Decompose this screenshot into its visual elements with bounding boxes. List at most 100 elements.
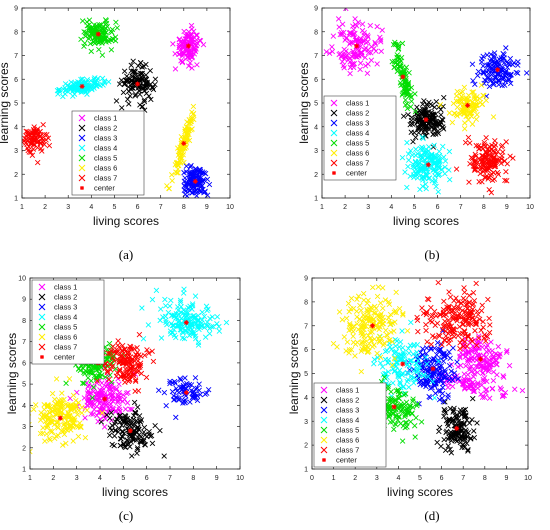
point-class-7: [446, 303, 452, 310]
point-class-3: [507, 55, 514, 62]
point-class-6: [70, 438, 76, 444]
point-class-4: [89, 86, 95, 93]
point-class-4: [397, 379, 403, 385]
point-class-2: [127, 443, 133, 450]
point-class-2: [130, 68, 137, 75]
point-class-2: [124, 96, 131, 102]
point-class-3: [439, 390, 446, 397]
point-class-5: [89, 30, 95, 37]
x-tick-label: 8: [191, 475, 195, 482]
point-class-4: [192, 293, 199, 299]
point-class-2: [134, 450, 140, 456]
point-class-5: [108, 47, 115, 53]
point-class-7: [453, 295, 459, 301]
x-tick-label: 10: [524, 475, 532, 482]
point-class-3: [435, 388, 442, 394]
y-tick-label: 9: [22, 297, 26, 304]
point-class-2: [141, 429, 147, 435]
point-class-2: [408, 129, 414, 135]
legend-label: class 2: [346, 109, 369, 118]
point-class-3: [474, 72, 481, 79]
point-class-2: [446, 430, 453, 437]
point-class-3: [441, 351, 447, 357]
point-class-3: [496, 78, 503, 84]
point-class-1: [124, 400, 131, 406]
point-class-6: [54, 423, 61, 430]
point-class-4: [436, 158, 443, 165]
legend-marker: [320, 436, 328, 444]
point-class-2: [417, 125, 423, 131]
point-class-2: [98, 419, 105, 425]
point-class-6: [350, 333, 356, 339]
point-class-4: [193, 321, 199, 327]
point-class-6: [347, 321, 353, 327]
point-class-4: [404, 139, 410, 146]
point-class-6: [46, 435, 53, 442]
point-class-3: [509, 61, 516, 68]
legend-label: class 5: [94, 154, 117, 163]
point-class-2: [124, 437, 130, 443]
point-class-5: [91, 373, 98, 379]
x-tick-label: 3: [375, 475, 379, 482]
point-class-1: [192, 48, 199, 55]
point-class-2: [410, 138, 416, 145]
point-class-4: [395, 370, 401, 376]
point-class-7: [437, 312, 444, 318]
point-class-6: [70, 424, 76, 430]
point-class-1: [176, 42, 183, 49]
point-class-7: [466, 299, 473, 305]
point-class-2: [152, 76, 159, 82]
point-class-7: [428, 304, 434, 311]
point-class-3: [423, 383, 429, 390]
point-class-6: [376, 339, 383, 345]
point-class-7: [110, 343, 116, 350]
point-class-3: [181, 384, 187, 390]
point-class-4: [195, 317, 201, 323]
point-class-7: [481, 139, 488, 146]
point-class-5: [104, 355, 110, 362]
point-class-7: [38, 145, 44, 152]
legend-marker: [38, 313, 46, 321]
point-class-4: [56, 86, 63, 93]
point-class-2: [441, 94, 447, 101]
point-class-6: [380, 317, 387, 324]
point-class-6: [350, 323, 357, 329]
point-class-4: [430, 157, 436, 164]
point-class-6: [177, 158, 183, 164]
point-class-1: [329, 44, 335, 50]
point-class-6: [437, 102, 444, 108]
point-class-6: [345, 300, 352, 307]
point-class-4: [173, 315, 179, 321]
center-marker: [135, 81, 141, 87]
point-class-2: [470, 395, 476, 402]
point-class-4: [96, 82, 102, 88]
point-class-4: [435, 164, 442, 171]
point-class-1: [362, 54, 368, 61]
center-marker: [102, 396, 108, 402]
point-class-3: [196, 381, 202, 387]
point-class-4: [404, 184, 410, 191]
point-class-6: [360, 323, 367, 330]
point-class-4: [413, 360, 420, 367]
legend-label: class 7: [54, 343, 77, 352]
point-class-2: [143, 81, 149, 87]
point-class-5: [96, 373, 102, 379]
point-class-6: [346, 350, 352, 356]
point-class-7: [480, 318, 486, 325]
point-class-7: [473, 280, 479, 287]
point-class-4: [205, 322, 211, 329]
point-class-7: [477, 164, 483, 170]
legend-marker: [78, 144, 86, 152]
point-class-6: [372, 310, 378, 317]
point-class-6: [177, 148, 183, 155]
point-class-5: [412, 91, 418, 97]
point-class-1: [351, 27, 357, 33]
point-class-5: [109, 26, 116, 33]
point-class-1: [461, 376, 467, 382]
point-class-6: [468, 113, 475, 120]
point-class-3: [433, 352, 440, 358]
point-class-6: [60, 442, 66, 448]
point-class-5: [413, 415, 419, 421]
point-class-3: [485, 75, 492, 81]
point-class-5: [90, 384, 97, 390]
